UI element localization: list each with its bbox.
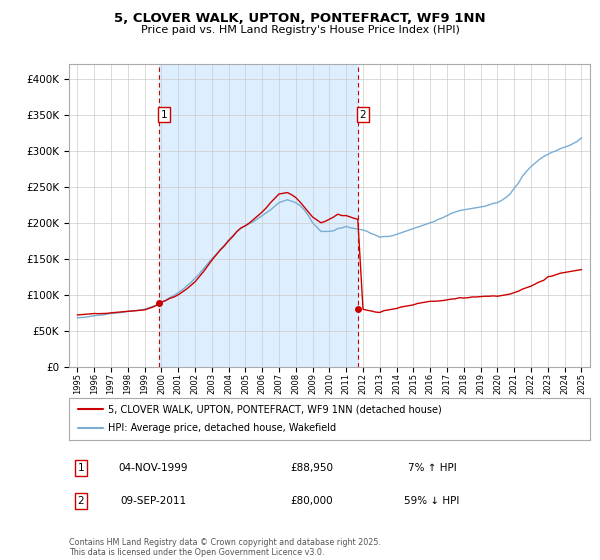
Text: 1: 1 [160, 110, 167, 120]
Text: 04-NOV-1999: 04-NOV-1999 [118, 463, 188, 473]
Text: £80,000: £80,000 [290, 496, 334, 506]
Bar [159, 64, 358, 367]
Text: Price paid vs. HM Land Registry's House Price Index (HPI): Price paid vs. HM Land Registry's House … [140, 25, 460, 35]
Text: 2: 2 [359, 110, 366, 120]
Text: 5, CLOVER WALK, UPTON, PONTEFRACT, WF9 1NN: 5, CLOVER WALK, UPTON, PONTEFRACT, WF9 1… [114, 12, 486, 25]
Text: £88,950: £88,950 [290, 463, 334, 473]
Text: Contains HM Land Registry data © Crown copyright and database right 2025.
This d: Contains HM Land Registry data © Crown c… [69, 538, 381, 557]
Text: 5, CLOVER WALK, UPTON, PONTEFRACT, WF9 1NN (detached house): 5, CLOVER WALK, UPTON, PONTEFRACT, WF9 1… [108, 404, 442, 414]
Text: 7% ↑ HPI: 7% ↑ HPI [407, 463, 457, 473]
Text: HPI: Average price, detached house, Wakefield: HPI: Average price, detached house, Wake… [108, 423, 336, 433]
Text: 1: 1 [77, 463, 85, 473]
Text: 09-SEP-2011: 09-SEP-2011 [120, 496, 186, 506]
Text: 2: 2 [77, 496, 85, 506]
Text: 59% ↓ HPI: 59% ↓ HPI [404, 496, 460, 506]
